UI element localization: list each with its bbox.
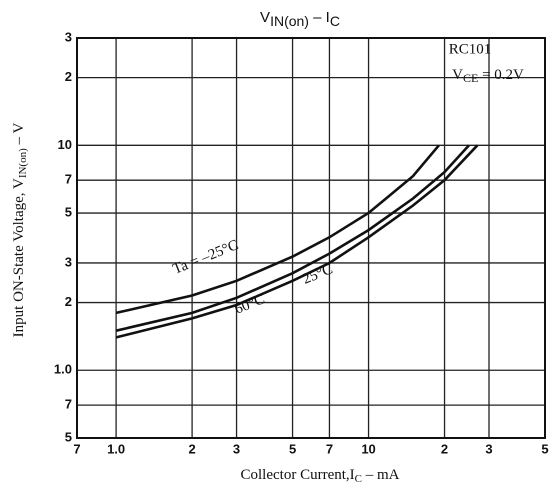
x-axis-label-part: Collector Current,I xyxy=(241,467,355,483)
y-axis-label-part: – V xyxy=(11,123,27,149)
x-tick-label: 3 xyxy=(233,441,240,456)
chart-title-sub: IN(on) xyxy=(270,13,309,29)
condition-label-part: = 0.2V xyxy=(478,67,524,83)
series-line xyxy=(115,144,479,339)
y-tick-label: 7 xyxy=(65,397,72,412)
y-tick-label: 5 xyxy=(65,429,72,444)
x-tick-label: 1.0 xyxy=(107,441,125,456)
condition-label-part: V xyxy=(452,67,463,83)
y-axis-label-sub: IN(on) xyxy=(17,148,29,178)
x-tick-label: 7 xyxy=(326,441,333,456)
x-axis-label-part: – mA xyxy=(362,467,400,483)
x-tick-label: 5 xyxy=(289,441,296,456)
x-tick-label: 10 xyxy=(361,441,375,456)
series-label: Ta = –25°C xyxy=(171,237,241,278)
series-line xyxy=(115,144,470,332)
x-tick-label: 2 xyxy=(188,441,195,456)
x-axis-label: Collector Current,IC – mA xyxy=(241,467,400,484)
x-axis-label-sub: C xyxy=(355,473,362,485)
y-tick-label: 7 xyxy=(65,172,72,187)
condition-label: VCE = 0.2V xyxy=(452,67,524,85)
x-tick-label: 3 xyxy=(485,441,492,456)
plot-frame xyxy=(76,37,546,439)
y-tick-label: 10 xyxy=(58,137,72,152)
x-tick-label: 2 xyxy=(441,441,448,456)
chart-title-sub: C xyxy=(330,13,340,29)
series-label: 60°C xyxy=(232,291,267,317)
y-tick-label: 3 xyxy=(65,29,72,44)
y-axis-label: Input ON-State Voltage, VIN(on) – V xyxy=(11,123,28,338)
y-axis-label-part: Input ON-State Voltage, V xyxy=(11,178,27,337)
y-tick-label: 5 xyxy=(65,204,72,219)
x-tick-label: 5 xyxy=(541,441,548,456)
chart-title: VIN(on) – IC xyxy=(260,9,340,29)
y-tick-label: 2 xyxy=(65,69,72,84)
chart-title-part: – I xyxy=(309,9,330,26)
y-tick-label: 1.0 xyxy=(54,362,72,377)
device-label: RC101 xyxy=(449,41,492,57)
y-tick-label: 3 xyxy=(65,254,72,269)
x-tick-label: 7 xyxy=(73,441,80,456)
series-line xyxy=(115,144,440,315)
y-tick-label: 2 xyxy=(65,294,72,309)
condition-label-sub: CE xyxy=(463,71,478,85)
chart-title-part: V xyxy=(260,9,270,26)
